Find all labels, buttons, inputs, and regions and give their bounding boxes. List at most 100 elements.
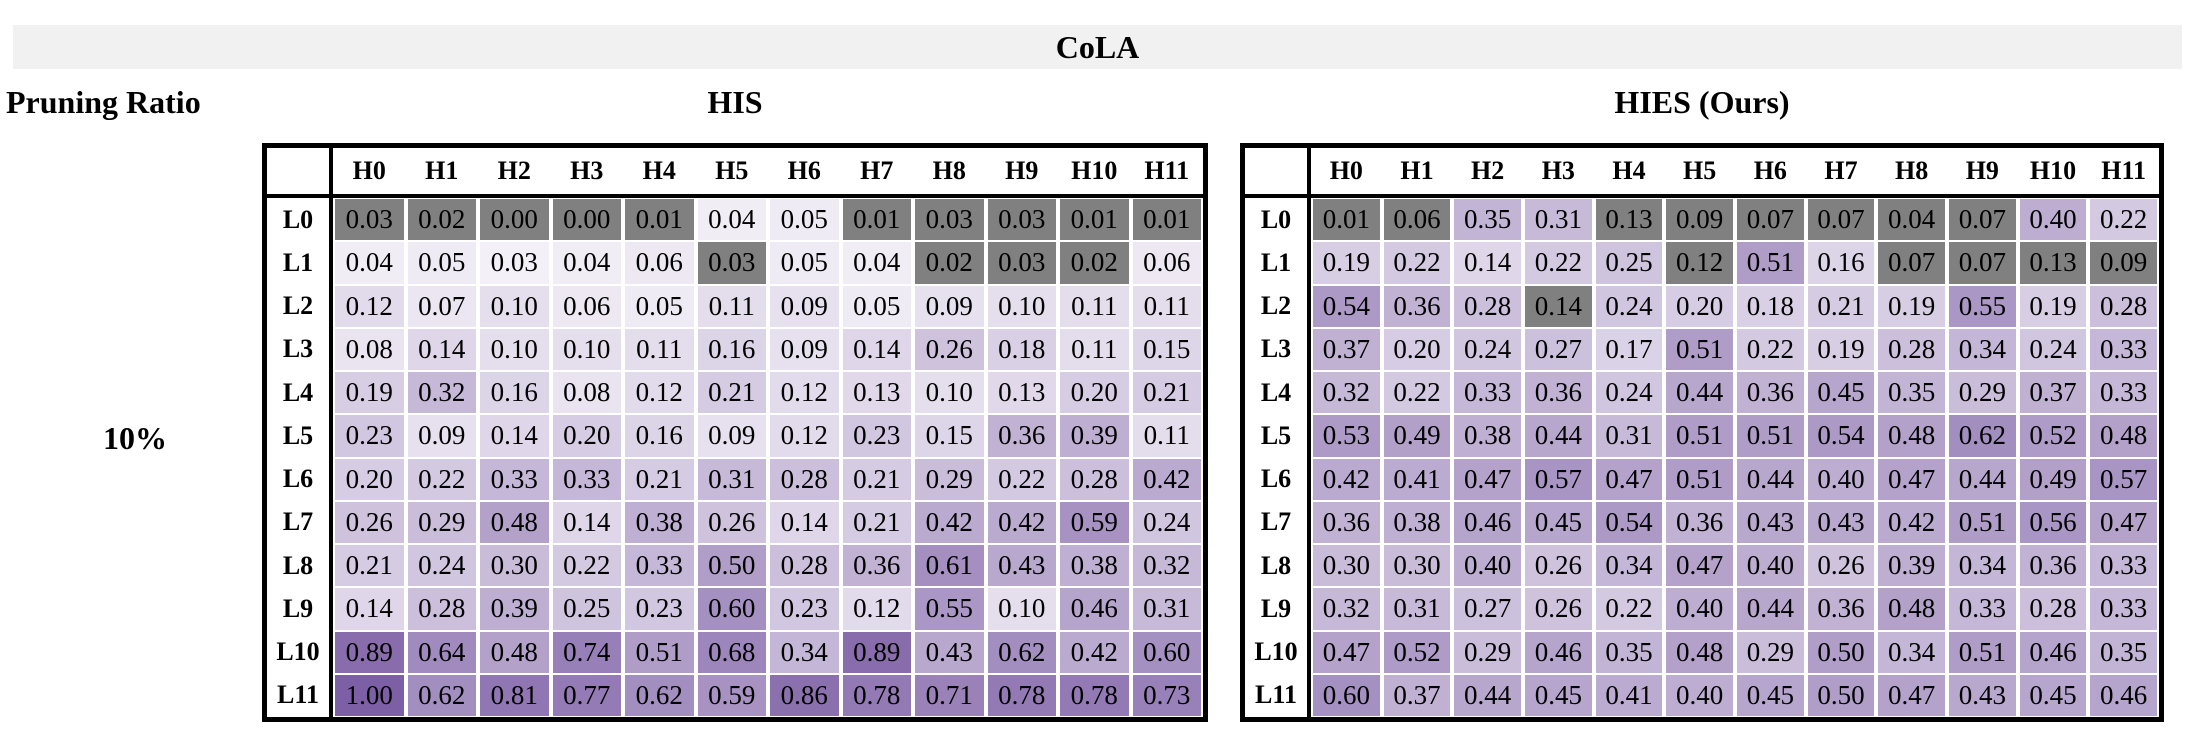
heatmap-cell: 0.12 [770,415,839,457]
heatmap-cell: 0.51 [1666,458,1733,500]
heatmap-cell: 0.42 [1060,631,1129,673]
heatmap-cell: 0.24 [2019,328,2087,370]
heatmap-cell: 0.47 [1878,674,1945,716]
heatmap-cell: 0.42 [1878,501,1945,543]
row-label: L10 [267,630,333,674]
heatmap-cell: 0.19 [2019,285,2087,327]
corner-cell [267,148,333,194]
heatmap-cell: 0.31 [1524,199,1592,241]
heatmap-cell: 0.06 [1132,242,1201,284]
heatmap-cell: 0.30 [1383,545,1451,587]
heatmap-cell: 0.01 [625,199,694,241]
heatmap-cell: 0.28 [407,588,476,630]
heatmap-cell: 0.73 [1132,674,1201,716]
row-label: L8 [267,544,333,588]
heatmap-cell: 0.04 [697,199,766,241]
heatmap-cell: 0.50 [697,545,766,587]
heatmap-cell: 0.16 [1807,242,1875,284]
heatmap-cell: 0.31 [1595,415,1663,457]
heatmap-cell: 0.04 [1878,199,1945,241]
heatmap-cell: 0.29 [915,458,984,500]
heatmap-cell: 0.15 [1132,328,1201,370]
heatmap-cell: 0.20 [1060,372,1129,414]
row-label: L0 [1245,198,1311,242]
heatmap-cell: 0.39 [1878,545,1945,587]
heatmap-cell: 0.34 [1595,545,1663,587]
heatmap-cell: 0.23 [842,415,911,457]
heatmap-cell: 0.21 [842,501,911,543]
heatmap-cell: 0.46 [1454,501,1521,543]
heatmap-cell: 0.45 [1524,674,1592,716]
column-header: H6 [1736,148,1804,194]
heatmap-cell: 0.22 [1595,588,1663,630]
heatmap-cell: 0.37 [1313,328,1380,370]
pruning-ratio-header: Pruning Ratio [6,84,201,120]
heatmap-cell: 0.03 [480,242,549,284]
heatmap-cell: 0.07 [1736,199,1804,241]
heatmap-cell: 0.51 [1948,501,2016,543]
heatmap-cell: 0.04 [552,242,621,284]
heatmap-cell: 0.32 [407,372,476,414]
heatmap-cell: 0.20 [1666,285,1733,327]
heatmap-cell: 0.78 [842,674,911,716]
heatmap-cell: 0.14 [1524,285,1592,327]
heatmap-cell: 0.28 [1454,285,1521,327]
heatmap-cell: 0.11 [1132,285,1201,327]
heatmap-cell: 0.62 [625,674,694,716]
heatmap-cell: 0.53 [1313,415,1380,457]
heatmap-cell: 0.54 [1313,285,1380,327]
heatmap-cell: 0.41 [1595,674,1663,716]
heatmap-cell: 0.38 [1060,545,1129,587]
heatmap-cell: 0.12 [842,588,911,630]
heatmap-cell: 0.34 [1878,631,1945,673]
heatmap-cell: 0.40 [1666,588,1733,630]
heatmap-cell: 0.01 [842,199,911,241]
heatmap-cell: 0.68 [697,631,766,673]
heatmap-cell: 0.51 [1736,242,1804,284]
heatmap-row: L3 0.37 0.20 0.24 0.27 0.17 0.51 0.22 0.19 0.28 0.… [1245,327,2159,371]
heatmap-cell: 0.54 [1807,415,1875,457]
heatmap-cell: 0.47 [1454,458,1521,500]
column-header: H1 [1383,148,1451,194]
row-label: L4 [1245,371,1311,415]
column-header: H5 [1666,148,1733,194]
heatmap-cell: 0.07 [1878,242,1945,284]
heatmap-cell: 0.01 [1132,199,1201,241]
heatmap-cell: 0.54 [1595,501,1663,543]
heatmap-cell: 0.00 [552,199,621,241]
heatmap-cell: 0.09 [1666,199,1733,241]
heatmap-cell: 0.07 [1948,242,2016,284]
heatmap-cell: 0.51 [1666,328,1733,370]
heatmap-cell: 0.08 [552,372,621,414]
heatmap-cell: 0.36 [842,545,911,587]
heatmap-cell: 0.81 [480,674,549,716]
heatmap-cell: 0.50 [1807,674,1875,716]
heatmap-row: L5 0.23 0.09 0.14 0.20 0.16 0.09 0.12 0.23 0.15 0.… [267,414,1203,458]
heatmap-row: L4 0.32 0.22 0.33 0.36 0.24 0.44 0.36 0.45 0.35 0.… [1245,371,2159,415]
heatmap-cell: 0.28 [770,545,839,587]
heatmap-cell: 0.11 [1132,415,1201,457]
heatmap-cell: 0.51 [1666,415,1733,457]
heatmap-cell: 0.62 [1948,415,2016,457]
heatmap-cell: 0.36 [2019,545,2087,587]
heatmap-cell: 0.49 [2019,458,2087,500]
heatmap-cell: 0.44 [1454,674,1521,716]
heatmap-cell: 0.45 [1736,674,1804,716]
heatmap-cell: 0.45 [1807,372,1875,414]
heatmap-cell: 0.64 [407,631,476,673]
heatmap-cell: 0.28 [770,458,839,500]
heatmap-cell: 0.11 [697,285,766,327]
heatmap-cell: 0.44 [1736,458,1804,500]
heatmap-cell: 0.24 [1595,285,1663,327]
heatmap-cell: 0.39 [1060,415,1129,457]
heatmap-cell: 0.07 [407,285,476,327]
heatmap-cell: 0.35 [1595,631,1663,673]
heatmap-cell: 0.26 [915,328,984,370]
heatmap-cell: 0.05 [770,242,839,284]
heatmap-cell: 0.39 [480,588,549,630]
heatmap-cell: 0.24 [1595,372,1663,414]
column-header: H9 [987,148,1056,194]
heatmap-cell: 0.60 [1313,674,1380,716]
heatmap-cell: 0.14 [842,328,911,370]
heatmap-cell: 0.22 [1383,372,1451,414]
